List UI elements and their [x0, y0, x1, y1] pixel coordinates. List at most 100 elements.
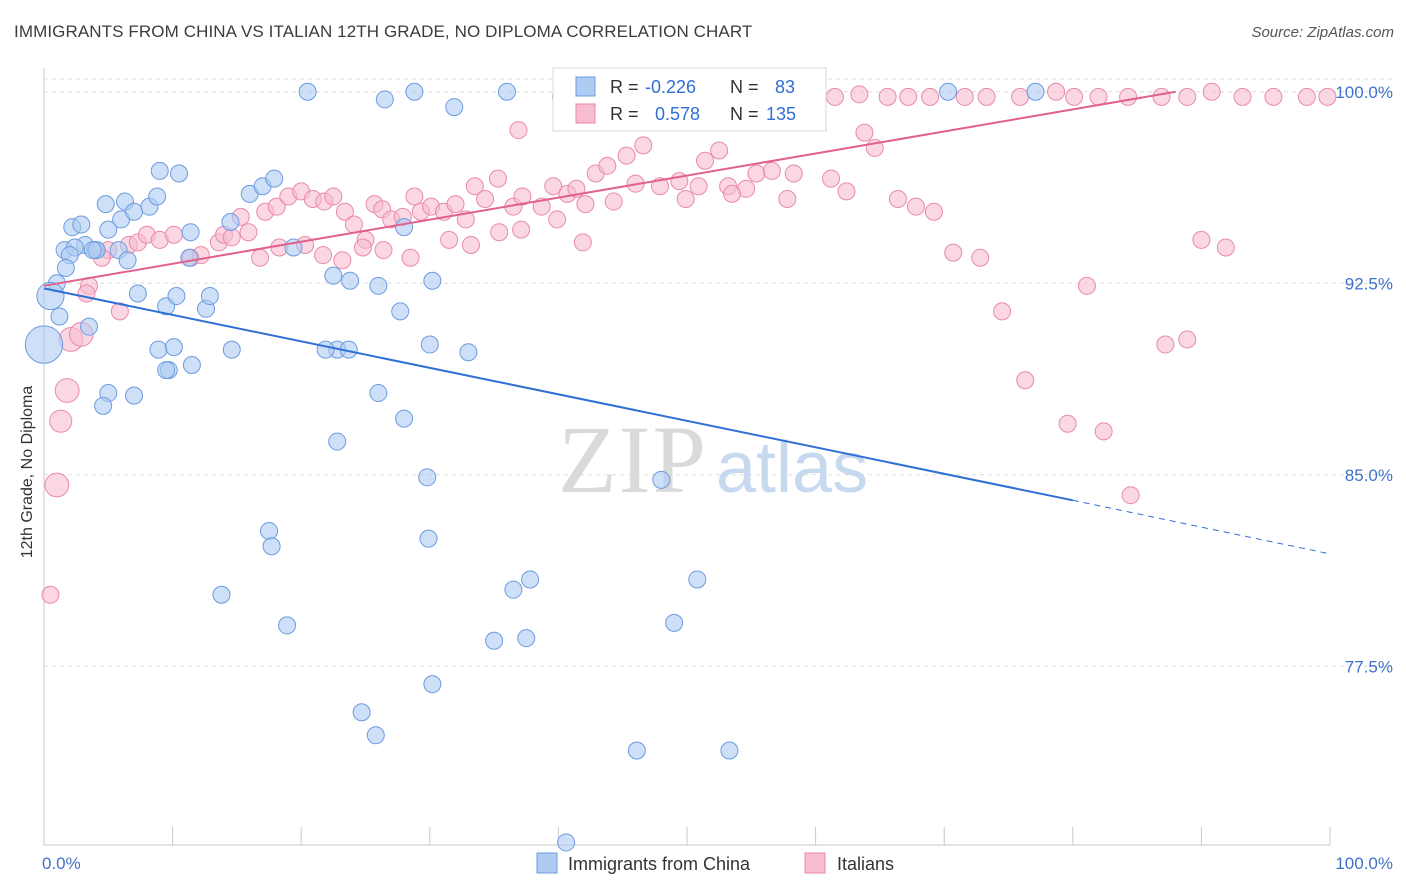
- china-point: [125, 202, 144, 221]
- italians-point: [344, 215, 363, 234]
- china-point: [128, 284, 147, 303]
- source-credit: Source: ZipAtlas.com: [1251, 24, 1394, 41]
- italians-point: [899, 87, 918, 106]
- trend-lines: [43, 90, 1331, 555]
- bottom-legend: Immigrants from China Italians: [536, 852, 894, 874]
- italians-point: [888, 190, 907, 209]
- italians-point: [1077, 276, 1096, 295]
- china-points: [24, 82, 1045, 852]
- china-point: [557, 833, 576, 852]
- china-point: [627, 741, 646, 760]
- italians-point: [924, 202, 943, 221]
- italians-point: [1264, 87, 1283, 106]
- italians-point: [440, 230, 459, 249]
- y-tick-label-3: 100.0%: [1335, 83, 1393, 102]
- china-trend-line-extension: [1072, 499, 1331, 555]
- italians-point: [1065, 87, 1084, 106]
- italians-point: [747, 164, 766, 183]
- china-point: [521, 570, 540, 589]
- italians-point: [335, 202, 354, 221]
- china-point: [298, 82, 317, 101]
- china-point: [72, 215, 91, 234]
- china-point: [99, 220, 118, 239]
- italians-point: [944, 243, 963, 262]
- italians-point: [1047, 82, 1066, 101]
- china-point: [212, 585, 231, 604]
- stats-legend-swatch-italians: [575, 103, 596, 124]
- stats-legend-swatch-china: [575, 76, 596, 97]
- china-point: [80, 317, 99, 336]
- italians-point: [955, 87, 974, 106]
- china-point: [221, 212, 240, 231]
- china-point: [150, 161, 169, 180]
- china-point: [341, 271, 360, 290]
- china-point: [94, 396, 113, 415]
- italians-point: [906, 197, 925, 216]
- italians-point: [1318, 87, 1337, 106]
- italians-point: [723, 184, 742, 203]
- china-point: [395, 218, 414, 237]
- italians-point: [41, 585, 60, 604]
- italians-point: [164, 225, 183, 244]
- italians-point: [604, 192, 623, 211]
- stats-n-value-italians: 135: [766, 104, 796, 124]
- italians-point: [778, 190, 797, 209]
- china-point: [459, 343, 478, 362]
- italians-point: [461, 235, 480, 254]
- italians-point: [993, 302, 1012, 321]
- italians-point: [1058, 414, 1077, 433]
- china-point: [405, 82, 424, 101]
- china-point: [445, 98, 464, 117]
- italians-point: [446, 195, 465, 214]
- china-point: [180, 248, 199, 267]
- italians-point: [1016, 371, 1035, 390]
- china-point: [420, 335, 439, 354]
- italians-trend-line: [43, 90, 1176, 287]
- china-point: [200, 287, 219, 306]
- italians-point: [488, 169, 507, 188]
- grid-lines: [44, 78, 1392, 667]
- china-point: [720, 741, 739, 760]
- italians-point: [921, 87, 940, 106]
- china-point: [423, 271, 442, 290]
- y-tick-label-1: 85.0%: [1345, 466, 1393, 485]
- china-point: [149, 340, 168, 359]
- china-point: [352, 703, 371, 722]
- china-point: [262, 537, 281, 556]
- italians-point: [977, 87, 996, 106]
- watermark-atlas: atlas: [716, 428, 868, 508]
- italians-point: [573, 233, 592, 252]
- china-point: [504, 580, 523, 599]
- y-tick-labels: 77.5% 85.0% 92.5% 100.0%: [1335, 83, 1393, 676]
- italians-point: [490, 223, 509, 242]
- italians-point: [878, 87, 897, 106]
- italians-point: [1216, 238, 1235, 257]
- china-point: [170, 164, 189, 183]
- axes: [43, 68, 1331, 846]
- italians-point: [1011, 87, 1030, 106]
- legend-label-china: Immigrants from China: [568, 854, 751, 874]
- stats-legend: R = -0.226 N = 83 R = 0.578 N = 135: [552, 67, 827, 132]
- italians-point: [374, 241, 393, 260]
- italians-point: [401, 248, 420, 267]
- china-point: [652, 470, 671, 489]
- china-point: [50, 307, 69, 326]
- china-point: [366, 726, 385, 745]
- legend-swatch-italians: [804, 852, 826, 874]
- italians-point: [333, 251, 352, 270]
- italians-point: [465, 177, 484, 196]
- italians-point: [512, 220, 531, 239]
- italians-point: [314, 246, 333, 265]
- china-point: [125, 386, 144, 405]
- italians-point: [634, 136, 653, 155]
- china-point: [167, 287, 186, 306]
- italians-point: [1178, 87, 1197, 106]
- china-point: [419, 529, 438, 548]
- italians-point: [1192, 230, 1211, 249]
- stats-r-label-china: R =: [610, 77, 639, 97]
- italians-point: [710, 141, 729, 160]
- italians-point: [689, 177, 708, 196]
- china-point: [391, 302, 410, 321]
- italians-point: [54, 378, 80, 403]
